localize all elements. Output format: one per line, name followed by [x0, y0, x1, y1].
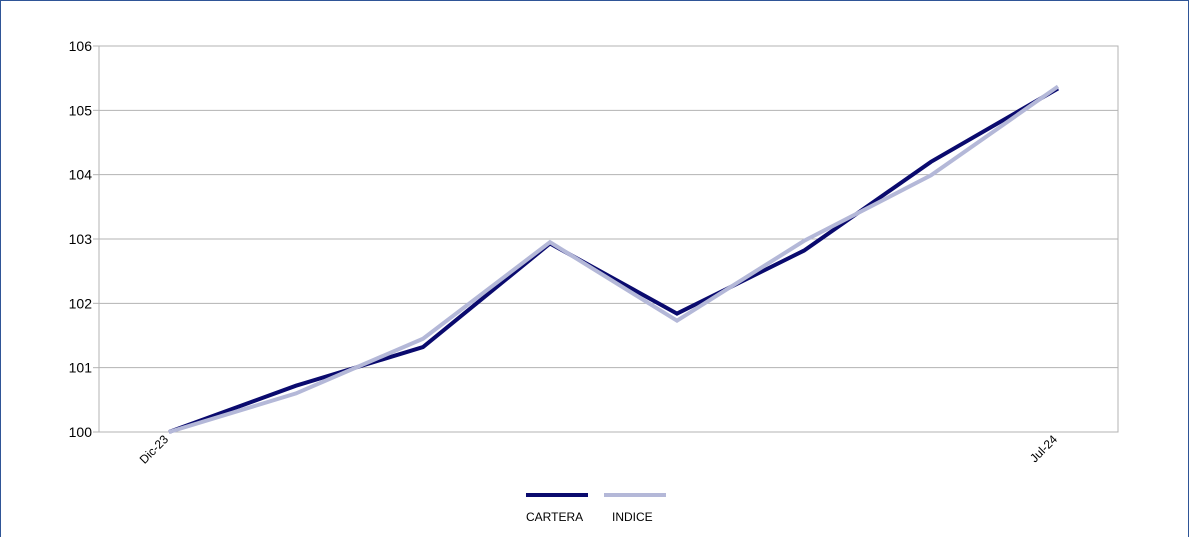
x-axis: Dic-23 Jul-24 — [137, 432, 1061, 467]
x-tick-label: Jul-24 — [1027, 432, 1060, 465]
y-axis: 100 101 102 103 104 105 106 — [69, 38, 99, 440]
y-tick-label: 105 — [69, 102, 93, 118]
legend: CARTERA INDICE — [526, 493, 666, 524]
x-tick-label: Dic-23 — [137, 432, 172, 467]
y-tick-label: 101 — [69, 360, 93, 376]
y-tick-label: 106 — [69, 38, 93, 54]
series-lines — [168, 84, 1060, 434]
y-tick-label: 103 — [69, 231, 93, 247]
gridlines — [98, 45, 1119, 433]
y-tick-label: 104 — [69, 167, 93, 183]
series-line-indice — [168, 84, 1060, 434]
legend-label: INDICE — [612, 510, 653, 524]
legend-label: CARTERA — [526, 510, 583, 524]
series-line-cartera — [168, 86, 1059, 434]
y-tick-label: 100 — [69, 424, 93, 440]
y-tick-label: 102 — [69, 295, 93, 311]
